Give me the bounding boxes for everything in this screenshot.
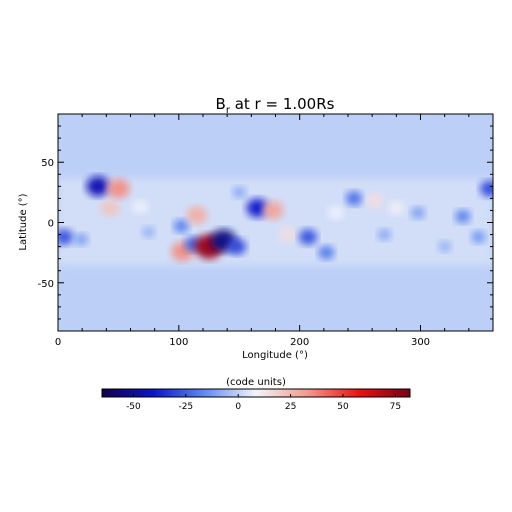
chart-title-main: B	[216, 95, 226, 113]
chart-title-suffix: at r = 1.00Rs	[230, 95, 335, 113]
field-feature-14	[262, 201, 284, 220]
colorbar-tick-label: 75	[390, 402, 401, 412]
plot-area	[58, 114, 493, 331]
field-feature-27	[232, 186, 246, 199]
field-feature-20	[388, 201, 404, 215]
field-feature-23	[471, 230, 486, 244]
field-feature-26	[142, 226, 155, 238]
field-feature-17	[318, 245, 335, 260]
field-feature-29	[438, 241, 452, 253]
colorbar-tick-label: 25	[285, 402, 296, 412]
x-tick-label: 100	[169, 337, 188, 348]
field-feature-13	[246, 198, 269, 218]
field-feature-16	[299, 229, 318, 245]
field-feature-5	[74, 233, 88, 246]
field-feature-12	[227, 238, 247, 255]
colorbar-tick-label: -25	[178, 402, 193, 412]
x-tick-label: 200	[290, 337, 309, 348]
colorbar	[101, 388, 411, 398]
field-feature-28	[328, 206, 344, 220]
colorbar-tick-label: -50	[126, 402, 141, 412]
field-feature-22	[455, 209, 471, 224]
field-feature-0	[86, 176, 110, 197]
field-feature-6	[173, 219, 189, 233]
y-axis-label: Latitude (°)	[18, 193, 29, 250]
field-feature-4	[58, 229, 74, 245]
y-tick-label: -50	[38, 279, 54, 290]
equatorial-band	[58, 178, 493, 266]
field-feature-7	[186, 206, 208, 225]
field-feature-21	[411, 206, 425, 219]
x-tick-label: 0	[55, 337, 61, 348]
x-axis-label: Longitude (°)	[242, 350, 308, 361]
colorbar-ticks: -50 -25 0 25 50 75	[126, 394, 401, 412]
x-tick-label: 300	[411, 337, 430, 348]
colorbar-label: (code units)	[226, 377, 286, 388]
field-feature-1	[107, 179, 130, 199]
field-feature-19	[366, 193, 383, 209]
field-feature-3	[132, 200, 148, 214]
field-feature-2	[100, 199, 120, 217]
field-features	[58, 176, 493, 262]
field-feature-18	[345, 191, 363, 206]
y-tick-label: 0	[48, 219, 54, 230]
field-feature-15	[279, 227, 296, 242]
axis-ticks: 0 100 200 300 -50 0 50	[38, 113, 494, 348]
field-feature-25	[377, 228, 391, 241]
chart-title-subscript: r	[226, 105, 231, 116]
colorbar-tick-label: 50	[337, 402, 349, 412]
y-tick-label: 50	[41, 158, 54, 169]
colorbar-tick-label: 0	[235, 402, 241, 412]
field-feature-24	[480, 180, 493, 197]
chart-title: Br at r = 1.00Rs	[216, 95, 335, 116]
